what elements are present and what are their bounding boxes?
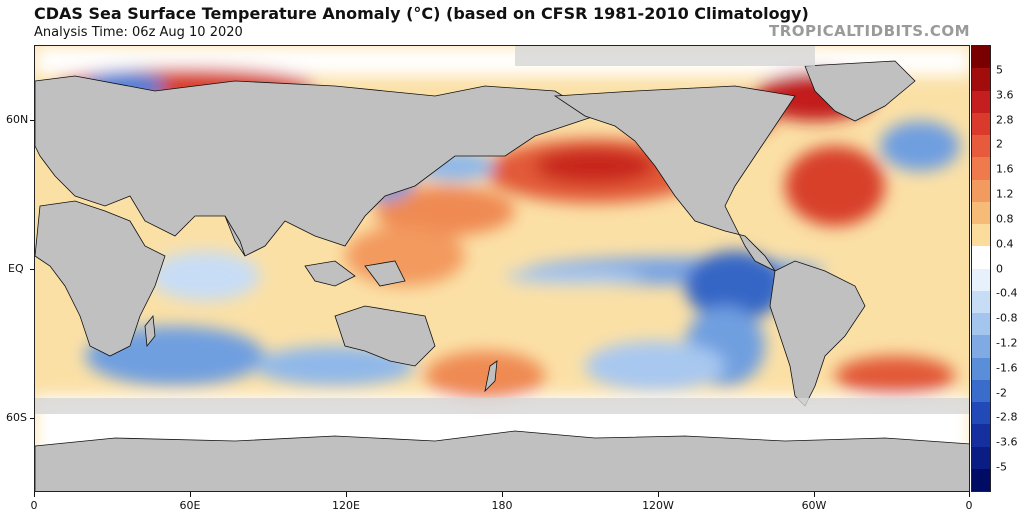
- colorbar-swatch: [972, 357, 990, 380]
- colorbar-label: -0.4: [996, 286, 1018, 300]
- colorbar-swatch: [972, 468, 990, 491]
- lon-tick-0: [34, 492, 35, 497]
- sst-anomaly-map: [34, 45, 970, 492]
- colorbar-swatch: [972, 402, 990, 425]
- lon-tick-60e: [190, 492, 191, 497]
- colorbar-label: 0.4: [996, 237, 1014, 251]
- colorbar-swatch: [972, 135, 990, 158]
- colorbar-swatch: [972, 424, 990, 447]
- colorbar-label: 2: [996, 137, 1003, 151]
- colorbar-label: 5: [996, 63, 1003, 77]
- colorbar-label: -1.6: [996, 361, 1018, 375]
- sea-ice: [35, 46, 969, 414]
- colorbar: [971, 45, 991, 492]
- lon-label-60e: 60E: [179, 499, 201, 512]
- colorbar-label: -5: [996, 460, 1007, 474]
- colorbar-swatch: [972, 201, 990, 224]
- lat-label-60s: 60S: [6, 411, 27, 424]
- lon-label-120w: 120W: [642, 499, 674, 512]
- colorbar-label: -2.8: [996, 410, 1018, 424]
- colorbar-swatch: [972, 379, 990, 402]
- lon-label-60w: 60W: [801, 499, 827, 512]
- chart-title: CDAS Sea Surface Temperature Anomaly (°C…: [34, 4, 809, 23]
- colorbar-swatch: [972, 112, 990, 135]
- lon-label-0-east: 0: [965, 499, 973, 512]
- lat-label-60n: 60N: [6, 113, 29, 126]
- lat-tick-eq: [30, 269, 35, 270]
- lon-tick-60w: [814, 492, 815, 497]
- colorbar-label: -1.2: [996, 336, 1018, 350]
- colorbar-label: 1.6: [996, 162, 1014, 176]
- lon-label-180: 180: [491, 499, 513, 512]
- colorbar-label: -0.8: [996, 311, 1018, 325]
- lon-tick-120w: [658, 492, 659, 497]
- lon-label-0: 0: [30, 499, 38, 512]
- colorbar-swatch: [972, 290, 990, 313]
- colorbar-swatch: [972, 68, 990, 91]
- lon-tick-120e: [346, 492, 347, 497]
- colorbar-swatch: [972, 313, 990, 336]
- colorbar-label: 0: [996, 262, 1003, 275]
- lon-tick-180: [502, 492, 503, 497]
- lon-tick-0-east: [969, 492, 970, 497]
- colorbar-label: 1.2: [996, 187, 1014, 201]
- colorbar-label: 3.6: [996, 88, 1014, 102]
- colorbar-label: -2: [996, 386, 1007, 400]
- colorbar-swatch: [972, 157, 990, 180]
- lat-label-eq: EQ: [8, 262, 24, 275]
- colorbar-label: -3.6: [996, 435, 1018, 449]
- colorbar-label: 2.8: [996, 113, 1014, 127]
- colorbar-swatch: [972, 246, 990, 269]
- lat-tick-60s: [30, 418, 35, 419]
- colorbar-swatch: [972, 90, 990, 113]
- colorbar-swatch: [972, 446, 990, 469]
- brand-watermark: TROPICALTIDBITS.COM: [769, 22, 970, 40]
- colorbar-swatch: [972, 268, 990, 291]
- lat-tick-60n: [30, 120, 35, 121]
- colorbar-swatch: [972, 46, 990, 69]
- colorbar-swatch: [972, 179, 990, 202]
- colorbar-swatch: [972, 335, 990, 358]
- landmasses: [35, 60, 969, 491]
- lon-label-120e: 120E: [332, 499, 360, 512]
- colorbar-swatch: [972, 224, 990, 247]
- analysis-time: Analysis Time: 06z Aug 10 2020: [34, 25, 243, 40]
- colorbar-label: 0.8: [996, 212, 1014, 226]
